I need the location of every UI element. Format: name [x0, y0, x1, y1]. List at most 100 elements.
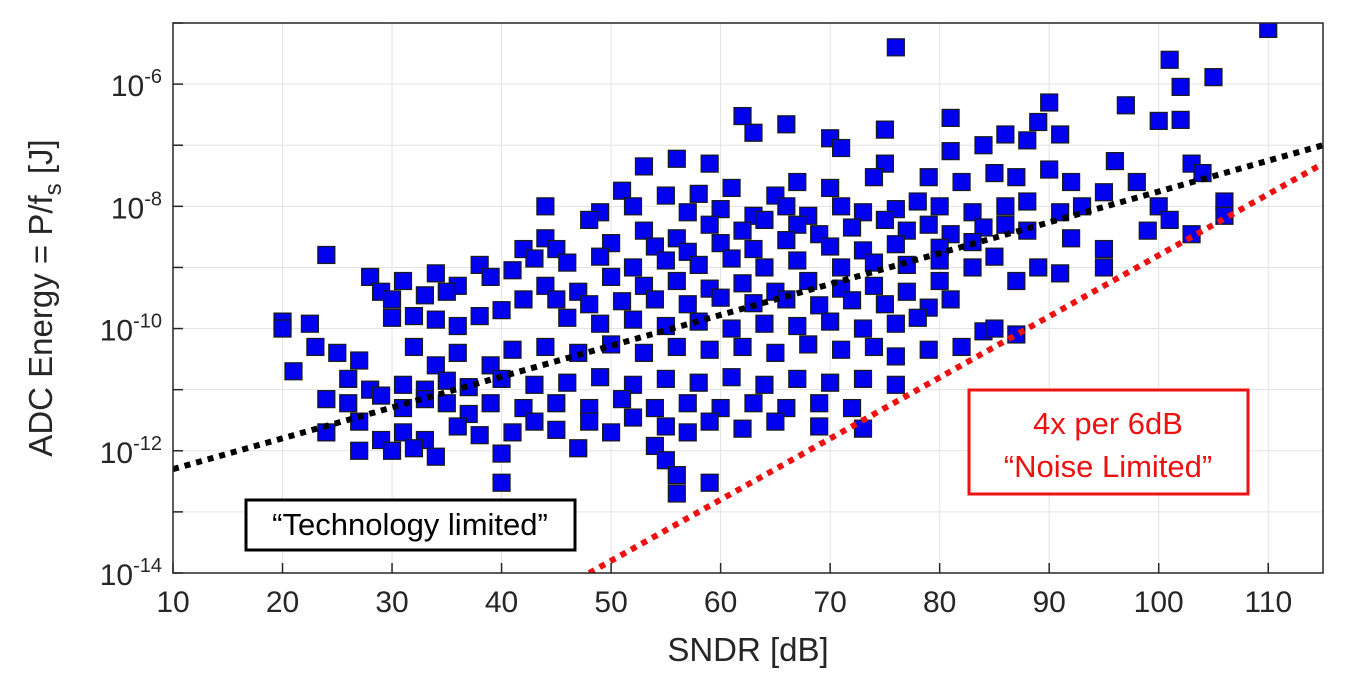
x-axis-label: SNDR [dB]: [667, 631, 828, 668]
data-point: [700, 215, 719, 234]
data-point: [722, 368, 741, 387]
data-point: [985, 247, 1004, 266]
data-point: [831, 258, 851, 277]
y-axis-label: ADC Energy = P/fs [J]: [22, 139, 67, 456]
data-point: [382, 290, 402, 309]
data-point: [273, 319, 292, 338]
data-point: [842, 398, 862, 418]
data-point: [919, 215, 938, 234]
data-point: [930, 271, 949, 291]
plot-area: [173, 23, 1323, 573]
x-tick-label: 20: [266, 586, 299, 619]
data-point: [810, 394, 829, 413]
data-point: [547, 394, 566, 413]
data-point: [875, 210, 895, 229]
data-point: [623, 258, 643, 277]
data-point: [1029, 112, 1048, 132]
data-point: [591, 247, 610, 266]
data-point: [755, 375, 774, 394]
data-point: [678, 394, 697, 413]
data-point: [1149, 197, 1168, 216]
data-point: [831, 197, 851, 216]
data-point: [382, 441, 402, 460]
data-point: [700, 340, 719, 359]
noise-limited-text-line2: “Noise Limited”: [1004, 449, 1212, 484]
data-point: [1061, 172, 1081, 192]
data-point: [569, 439, 588, 458]
x-tick-label: 50: [594, 586, 627, 619]
data-point: [821, 373, 840, 392]
data-point: [481, 267, 500, 287]
y-axis-label-subscript: s: [40, 183, 67, 195]
data-point: [1029, 258, 1048, 277]
data-point: [864, 253, 884, 272]
data-point: [810, 417, 829, 436]
data-point: [667, 271, 686, 291]
data-point: [1149, 111, 1168, 131]
data-point: [788, 172, 807, 192]
data-point: [722, 178, 741, 198]
data-point: [1094, 258, 1114, 277]
data-point: [974, 218, 993, 237]
data-point: [382, 308, 402, 327]
data-point: [700, 154, 719, 173]
x-tick-label: 10: [156, 586, 189, 619]
data-point: [1051, 125, 1070, 144]
data-point: [667, 465, 686, 485]
data-point: [1160, 210, 1179, 229]
data-point: [393, 423, 413, 442]
data-point: [733, 106, 752, 126]
data-point: [503, 340, 522, 359]
data-point: [788, 251, 807, 270]
data-point: [645, 290, 665, 309]
data-point: [821, 312, 840, 331]
data-point: [580, 295, 599, 314]
data-point: [1105, 151, 1125, 171]
data-point: [886, 314, 905, 333]
data-point: [350, 441, 369, 460]
data-point: [788, 215, 807, 234]
data-point: [612, 181, 632, 200]
data-point: [514, 398, 533, 418]
data-point: [623, 375, 643, 394]
data-point: [328, 343, 347, 362]
data-point: [300, 314, 320, 333]
data-point: [591, 314, 610, 333]
data-point: [623, 408, 643, 427]
data-point: [547, 239, 566, 259]
y-tick-label: 10-14: [100, 555, 162, 592]
data-point: [733, 419, 752, 438]
data-point: [492, 444, 511, 463]
data-point: [601, 423, 621, 442]
y-tick-label: 10-10: [100, 311, 162, 348]
data-point: [744, 239, 763, 259]
data-point: [744, 123, 763, 142]
x-tick-labels: 10 20 30 40 50 60 70 80 90 100 110: [156, 586, 1292, 619]
data-point: [503, 261, 522, 280]
data-point: [1116, 96, 1135, 115]
data-point: [1127, 172, 1146, 192]
y-tick-label: 10-12: [100, 433, 162, 470]
data-point: [503, 423, 522, 442]
data-point: [437, 371, 456, 390]
data-point: [919, 340, 938, 359]
data-point: [678, 295, 697, 314]
data-point: [601, 335, 621, 354]
data-point: [623, 310, 643, 329]
data-point: [404, 306, 424, 326]
technology-limited-text: “Technology limited”: [272, 507, 548, 542]
data-point: [941, 225, 960, 244]
data-point: [339, 369, 358, 389]
data-point: [777, 115, 796, 134]
data-point: [963, 258, 982, 277]
data-point: [711, 288, 730, 307]
data-point: [678, 423, 697, 442]
data-point: [339, 394, 358, 413]
data-point: [886, 375, 905, 394]
data-point: [437, 282, 456, 301]
data-point: [634, 221, 654, 240]
data-point: [689, 184, 708, 203]
data-point: [985, 319, 1004, 338]
data-point: [317, 245, 336, 265]
data-point: [908, 308, 927, 327]
